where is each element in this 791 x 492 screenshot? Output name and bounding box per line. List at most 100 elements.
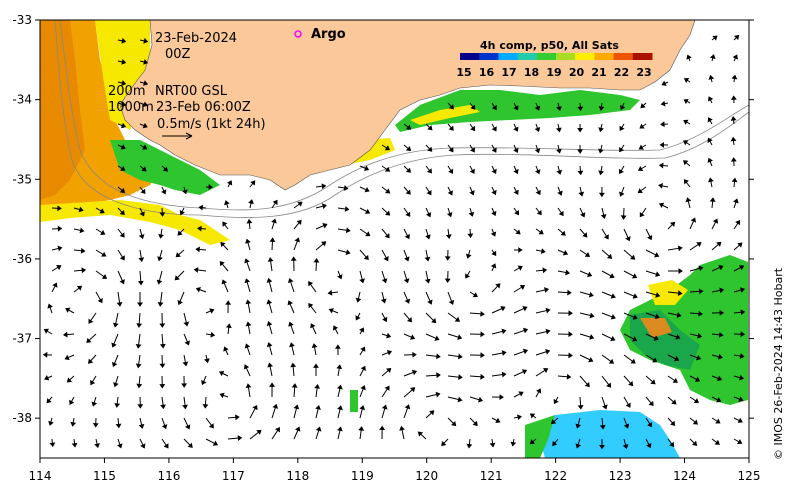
contour-1000-label: 1000m: [108, 100, 154, 115]
current-arrow-head: [290, 362, 297, 368]
current-arrow-head: [386, 350, 392, 356]
current-arrow-head: [177, 230, 183, 236]
current-arrow-head: [491, 189, 497, 196]
credit-label: © IMOS 26-Feb-2024 14:43 Hobart: [772, 267, 785, 460]
current-arrow-head: [287, 300, 293, 306]
current-arrow-head: [434, 335, 440, 341]
current-arrow-head: [598, 148, 604, 154]
current-arrow-head: [385, 210, 391, 216]
x-axis: 114 115 116 117 118 119 120 121 122 123 124 125: [29, 458, 761, 483]
current-arrow-head: [669, 441, 675, 448]
current-arrow-head: [717, 353, 723, 360]
current-arrow-head: [631, 273, 638, 279]
current-arrow-head: [448, 147, 454, 153]
current-arrow-head: [630, 358, 636, 364]
current-arrow-head: [513, 126, 519, 132]
current-arrow-head: [143, 37, 149, 44]
current-arrow-head: [625, 236, 631, 242]
current-arrow-head: [513, 168, 519, 175]
current-arrow-head: [138, 257, 145, 263]
current-arrow-head: [182, 189, 188, 195]
current-arrow-head: [468, 211, 475, 217]
current-arrow-head: [647, 234, 653, 241]
scale-label: 0.5m/s (1kt 24h): [157, 117, 266, 132]
current-arrow-head: [290, 256, 297, 261]
current-arrow-head: [360, 365, 366, 371]
current-arrow-head: [336, 364, 343, 370]
current-arrow-head: [208, 184, 214, 190]
current-arrow-head: [427, 125, 433, 131]
current-arrow-head: [598, 106, 605, 111]
current-arrow-head: [639, 211, 645, 218]
current-arrow-head: [360, 385, 366, 391]
current-arrow-head: [740, 331, 746, 338]
current-arrow-head: [92, 423, 99, 428]
current-arrow-head: [271, 218, 277, 224]
current-arrow-head: [552, 440, 558, 447]
current-arrow-head: [187, 442, 193, 448]
sst-green-coast: [395, 90, 640, 132]
current-arrow-head: [140, 188, 146, 195]
current-arrow-head: [359, 327, 365, 333]
current-arrow-head: [458, 374, 463, 381]
legend-color-swatch: [613, 53, 634, 60]
current-arrow-head: [142, 144, 148, 150]
current-arrow-head: [696, 354, 702, 361]
current-arrow-head: [221, 279, 228, 285]
current-arrow-head: [536, 388, 542, 394]
current-arrow-head: [598, 192, 605, 198]
current-arrow-head: [156, 279, 163, 285]
contour-200m: [59, 19, 750, 211]
current-arrow-head: [269, 237, 276, 242]
current-arrow-head: [490, 263, 497, 269]
current-arrow-head: [379, 425, 386, 431]
current-arrow-head: [139, 211, 145, 217]
current-arrow-head: [517, 265, 523, 271]
y-tick-label: -34: [12, 93, 32, 107]
current-arrow-head: [568, 310, 573, 317]
x-tick-label: 121: [480, 469, 503, 483]
current-arrow-head: [161, 424, 168, 430]
current-arrow-head: [223, 346, 229, 352]
current-arrow-head: [179, 209, 185, 216]
sst-yellow-south: [40, 200, 230, 245]
current-arrow-head: [499, 394, 504, 401]
current-arrow-head: [429, 410, 435, 416]
current-arrow-head: [113, 382, 119, 388]
current-arrow-head: [446, 212, 453, 218]
current-arrow-head: [606, 382, 612, 388]
current-arrow-head: [46, 398, 52, 404]
current-arrow-head: [399, 425, 405, 431]
current-arrow-head: [556, 106, 562, 112]
current-arrow-head: [66, 377, 73, 383]
current-arrow-head: [157, 302, 164, 307]
current-arrow-head: [609, 273, 615, 279]
current-arrow-head: [365, 231, 371, 237]
current-arrow-head: [491, 210, 497, 217]
current-arrow-head: [670, 221, 676, 227]
x-tick-label: 125: [738, 469, 761, 483]
current-arrow-head: [321, 241, 327, 247]
sst-green-east: [620, 255, 748, 405]
current-arrow-head: [683, 119, 689, 125]
current-arrow-head: [272, 403, 279, 409]
current-arrow-head: [86, 337, 92, 343]
current-arrow-head: [732, 54, 738, 60]
current-arrow-head: [495, 283, 501, 289]
current-arrow-head: [332, 325, 339, 331]
current-arrow-head: [457, 334, 463, 340]
current-arrow-head: [619, 146, 625, 153]
current-arrow-head: [566, 373, 572, 380]
current-arrow-head: [65, 307, 71, 313]
current-arrow-head: [589, 312, 595, 319]
current-arrow-head: [670, 420, 676, 426]
current-arrow-head: [500, 306, 506, 312]
current-arrow-head: [295, 426, 301, 432]
current-arrow-head: [534, 126, 541, 133]
current-arrow-head: [138, 234, 145, 240]
legend-tick-label: 16: [479, 66, 495, 79]
current-arrow-head: [157, 256, 163, 262]
current-arrow-head: [658, 162, 664, 169]
current-arrow-head: [598, 127, 604, 133]
legend-color-swatch: [632, 53, 653, 60]
